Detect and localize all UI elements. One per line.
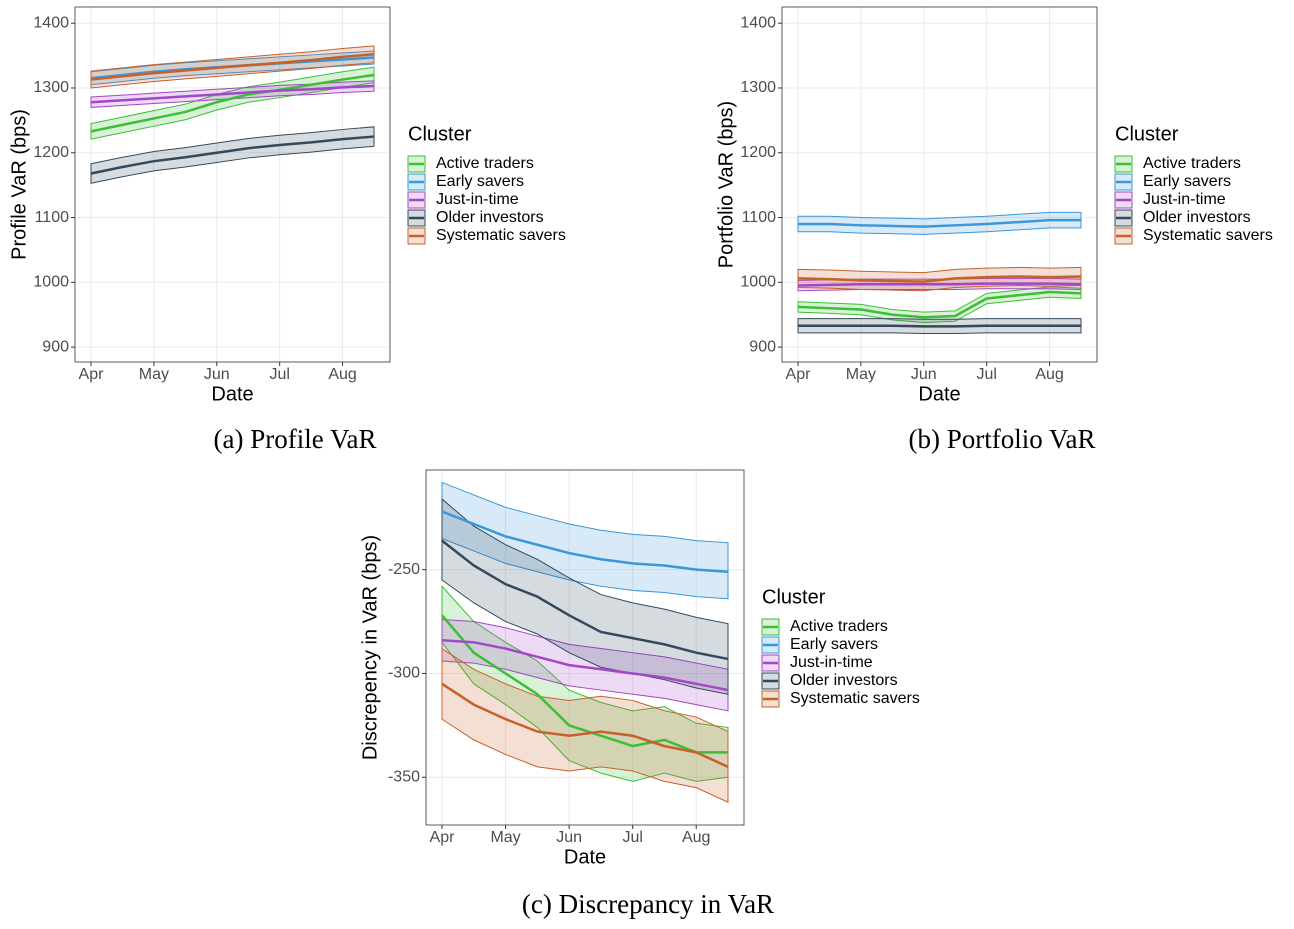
x-tick-label: Aug <box>682 829 710 846</box>
plot-border <box>781 6 1098 363</box>
series-line <box>90 53 375 81</box>
x-tick-label: Aug <box>328 366 356 383</box>
x-tick-label: Apr <box>430 829 456 846</box>
x-tick-label: Jul <box>622 829 642 846</box>
y-tick-label: 1300 <box>740 79 776 96</box>
x-tick-label: May <box>846 366 876 383</box>
legend-label: Older investors <box>1143 209 1251 226</box>
x-tick-label: Jun <box>911 366 937 383</box>
confidence-band <box>441 618 729 712</box>
series-line <box>90 73 375 133</box>
y-tick-label: -250 <box>388 561 420 578</box>
confidence-band <box>441 497 729 695</box>
legend-label: Systematic savers <box>790 690 920 707</box>
series-line <box>441 682 729 769</box>
y-tick-label: 1100 <box>35 209 70 226</box>
series-line <box>441 539 729 661</box>
x-tick-label: Aug <box>1035 366 1063 383</box>
y-axis-title: Portfolio VaR (bps) <box>715 101 737 268</box>
x-axis-title: Date <box>564 846 606 868</box>
x-tick-label: Jul <box>976 366 996 383</box>
legend-label: Active traders <box>1143 155 1241 172</box>
y-tick-label: 1100 <box>742 209 777 226</box>
y-tick-label: 1000 <box>33 274 69 291</box>
legend-label: Early savers <box>790 636 878 653</box>
legend-label: Active traders <box>790 618 888 635</box>
y-tick-label: -300 <box>388 665 420 682</box>
confidence-band <box>90 50 375 86</box>
x-tick-label: May <box>139 366 169 383</box>
legend-label: Older investors <box>436 209 544 226</box>
legend-label: Systematic savers <box>1143 227 1273 244</box>
series-line <box>798 218 1081 228</box>
legend-label: Just-in-time <box>436 191 519 208</box>
plot-border <box>425 469 745 826</box>
x-axis-title: Date <box>211 383 253 405</box>
y-tick-label: 1400 <box>33 14 69 31</box>
legend-label: Just-in-time <box>1143 191 1226 208</box>
y-tick-label: 900 <box>42 338 69 355</box>
x-tick-label: Jul <box>269 366 289 383</box>
confidence-band <box>441 647 729 803</box>
legend-label: Just-in-time <box>790 654 873 671</box>
x-tick-label: Apr <box>786 366 812 383</box>
caption: (b) Portfolio VaR <box>909 424 1096 454</box>
legend-label: Older investors <box>790 672 898 689</box>
series-line <box>90 135 375 175</box>
y-tick-label: 1000 <box>740 274 776 291</box>
x-tick-label: May <box>490 829 520 846</box>
x-tick-label: Apr <box>79 366 105 383</box>
y-tick-label: 1300 <box>33 79 69 96</box>
confidence-band <box>90 126 375 184</box>
series-line <box>90 84 375 104</box>
confidence-band <box>441 481 729 600</box>
x-tick-label: Jun <box>556 829 582 846</box>
x-axis-title: Date <box>918 383 960 405</box>
legend-label: Systematic savers <box>436 227 566 244</box>
plot-border <box>74 6 391 363</box>
series-line <box>441 614 728 754</box>
y-tick-label: 1200 <box>33 144 69 161</box>
series-line <box>797 275 1082 283</box>
y-tick-label: 1400 <box>740 14 776 31</box>
y-tick-label: 1200 <box>740 144 776 161</box>
y-axis-title: Discrepency in VaR (bps) <box>359 535 381 760</box>
series-line <box>441 638 729 692</box>
y-tick-label: -350 <box>388 768 420 785</box>
legend-title: Cluster <box>408 123 472 145</box>
caption: (a) Profile VaR <box>214 424 377 454</box>
confidence-band <box>797 211 1082 235</box>
y-axis-title: Profile VaR (bps) <box>8 109 30 260</box>
series-line <box>797 282 1082 287</box>
x-tick-label: Jun <box>204 366 230 383</box>
series-line <box>797 290 1082 319</box>
legend-label: Early savers <box>436 173 524 190</box>
series-line <box>441 510 729 573</box>
legend-title: Cluster <box>762 586 826 608</box>
y-tick-label: 900 <box>749 338 776 355</box>
legend-label: Early savers <box>1143 173 1231 190</box>
legend-label: Active traders <box>436 155 534 172</box>
legend-title: Cluster <box>1115 123 1179 145</box>
caption: (c) Discrepancy in VaR <box>522 889 774 919</box>
series-line <box>798 324 1081 328</box>
